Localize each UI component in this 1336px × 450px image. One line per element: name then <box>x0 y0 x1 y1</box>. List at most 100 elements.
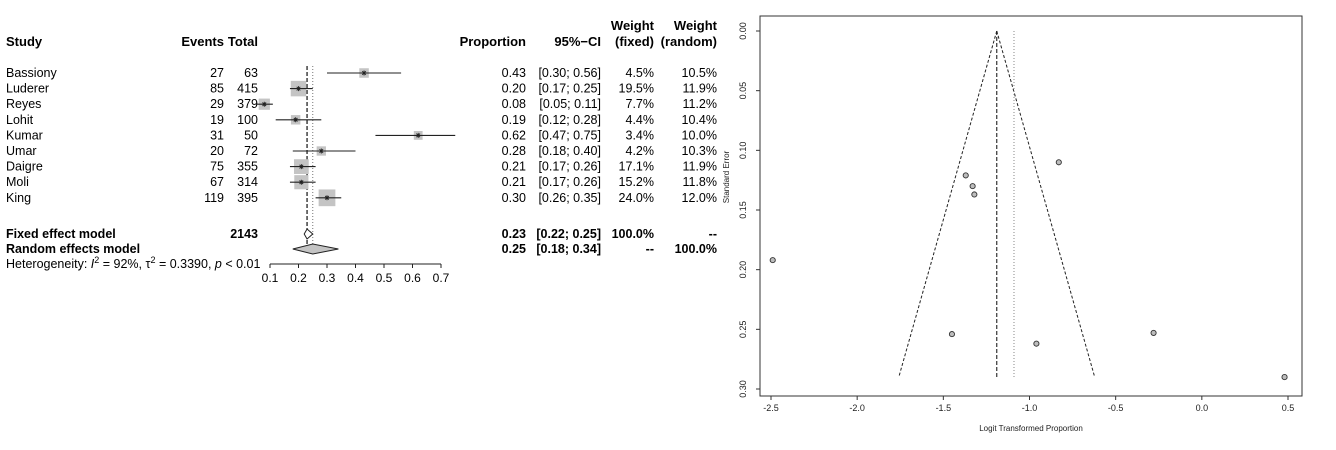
fixed-total: 2143 <box>230 227 258 241</box>
funnel-y-tick-label: 0.10 <box>738 142 748 160</box>
heterogeneity-tau-symbol: τ <box>146 257 151 271</box>
study-row: Bassiony 27 63 0.43 [0.30; 0.56] 4.5% 10.5% <box>6 66 717 80</box>
study-row: King 119 395 0.30 [0.26; 0.35] 24.0% 12.0% <box>6 189 717 207</box>
study-ci: [0.17; 0.25] <box>538 82 601 96</box>
forest-plot: Study Events Total Proportion 95%−CIWeight(f… <box>6 18 718 285</box>
study-total: 395 <box>237 191 258 205</box>
study-events: 85 <box>210 82 224 96</box>
study-weight-random: 10.4% <box>682 113 717 127</box>
study-ci: [0.30; 0.56] <box>538 66 601 80</box>
study-ci: [0.17; 0.26] <box>538 175 601 189</box>
forest-x-tick-label: 0.6 <box>404 271 421 285</box>
study-proportion: 0.19 <box>502 113 526 127</box>
fixed-weight-fixed: 100.0% <box>612 227 654 241</box>
study-total: 355 <box>237 160 258 174</box>
study-events: 27 <box>210 66 224 80</box>
funnel-x-tick-label: -1.0 <box>1022 403 1038 413</box>
study-point <box>298 164 304 170</box>
study-proportion: 0.08 <box>502 97 526 111</box>
study-point <box>324 195 330 201</box>
study-total: 314 <box>237 175 258 189</box>
study-proportion: 0.62 <box>502 128 526 142</box>
funnel-x-tick-label: -0.5 <box>1108 403 1124 413</box>
header-weight-fixed-sub: (fixed) <box>615 34 654 49</box>
header-study: Study <box>6 34 43 49</box>
funnel-x-tick-label: -1.5 <box>936 403 952 413</box>
funnel-point <box>1281 374 1288 381</box>
funnel-plot-frame <box>759 15 1303 397</box>
funnel-plot: -2.5 -2.0 -1.5 -1.0 -0.5 0.0 0.5 Logit Transfor… <box>722 15 1303 433</box>
study-proportion: 0.30 <box>502 191 526 205</box>
forest-x-tick-label: 0.3 <box>319 271 336 285</box>
study-point <box>296 86 301 92</box>
forest-x-tick-label: 0.1 <box>262 271 279 285</box>
random-weight-fixed: -- <box>646 242 654 256</box>
funnel-point <box>1033 340 1040 347</box>
funnel-point <box>1150 329 1157 336</box>
funnel-x-tick-label: -2.5 <box>763 403 779 413</box>
study-point <box>298 179 304 185</box>
study-weight-random: 10.0% <box>682 128 717 142</box>
heterogeneity-i2-value: = 92%, <box>99 257 145 271</box>
random-label: Random effects model <box>6 242 140 256</box>
study-row: Moli 67 314 0.21 [0.17; 0.26] 15.2% 11.8% <box>6 175 717 190</box>
funnel-point <box>948 331 956 338</box>
study-events: 119 <box>204 191 224 205</box>
study-point <box>318 148 324 154</box>
funnel-y-tick-label: 0.05 <box>738 82 748 100</box>
study-weight-fixed: 24.0% <box>619 191 654 205</box>
study-total: 100 <box>237 113 258 127</box>
funnel-y-tick-label: 0.15 <box>738 201 748 219</box>
study-weight-fixed: 19.5% <box>619 82 654 96</box>
study-point <box>361 70 367 76</box>
fixed-weight-random: -- <box>709 227 717 241</box>
funnel-y-tick-label: 0.25 <box>738 321 748 339</box>
heterogeneity-p-symbol: p <box>214 257 222 271</box>
study-events: 31 <box>210 128 224 142</box>
header-ci: 95%−CI <box>554 34 601 49</box>
study-weight-random: 12.0% <box>682 191 717 205</box>
study-ci: [0.05; 0.11] <box>539 97 601 111</box>
study-weight-fixed: 7.7% <box>626 97 655 111</box>
study-events: 67 <box>210 175 224 189</box>
study-name: Umar <box>6 144 37 158</box>
study-weight-fixed: 4.5% <box>626 66 655 80</box>
forest-x-tick-label: 0.5 <box>376 271 393 285</box>
study-proportion: 0.20 <box>502 82 526 96</box>
study-ci: [0.17; 0.26] <box>538 160 601 174</box>
study-point <box>415 132 421 138</box>
funnel-point <box>969 183 976 190</box>
funnel-y-tick-label: 0.00 <box>738 22 748 40</box>
header-weight-fixed: Weight <box>611 18 655 33</box>
heterogeneity-tau-value: = 0.3390, <box>155 257 214 271</box>
heterogeneity-i2-superscript: 2 <box>94 255 99 265</box>
random-diamond <box>292 243 339 255</box>
fixed-effect-row: Fixed effect model 2143 0.23 [0.22; 0.25] 10… <box>6 227 717 241</box>
header-proportion: Proportion <box>460 34 526 49</box>
study-weight-random: 11.9% <box>682 82 717 96</box>
heterogeneity-tau-superscript: 2 <box>150 255 155 265</box>
study-total: 72 <box>244 144 258 158</box>
study-weight-fixed: 3.4% <box>626 128 655 142</box>
study-events: 29 <box>210 97 224 111</box>
study-events: 75 <box>210 160 224 174</box>
header-events: Events <box>181 34 224 49</box>
study-row: Lohit 19 100 0.19 [0.12; 0.28] 4.4% 10.4% <box>6 113 717 127</box>
study-weight-fixed: 4.4% <box>626 113 655 127</box>
study-name: Moli <box>6 175 29 189</box>
random-weight-random: 100.0% <box>675 242 717 256</box>
funnel-right-boundary <box>996 30 1096 378</box>
study-events: 20 <box>210 144 224 158</box>
study-name: Kumar <box>6 128 43 142</box>
study-name: King <box>6 191 31 205</box>
fixed-proportion: 0.23 <box>502 227 526 241</box>
study-ci: [0.12; 0.28] <box>538 113 601 127</box>
random-proportion: 0.25 <box>502 242 526 256</box>
study-events: 19 <box>210 113 224 127</box>
study-proportion: 0.28 <box>502 144 526 158</box>
study-weight-random: 10.3% <box>682 144 717 158</box>
study-ci: [0.47; 0.75] <box>538 128 601 142</box>
funnel-y-axis-label: Standard Error <box>722 150 731 203</box>
study-weight-fixed: 17.1% <box>619 160 654 174</box>
study-proportion: 0.21 <box>502 175 526 189</box>
